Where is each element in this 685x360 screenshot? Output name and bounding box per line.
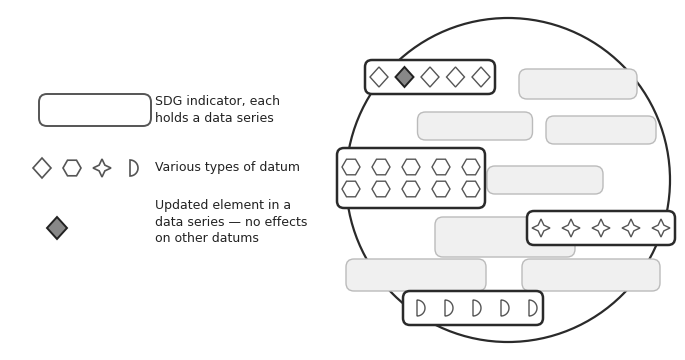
- FancyBboxPatch shape: [522, 259, 660, 291]
- Polygon shape: [472, 67, 490, 87]
- Polygon shape: [473, 300, 481, 316]
- Polygon shape: [562, 219, 580, 237]
- Polygon shape: [370, 67, 388, 87]
- Polygon shape: [372, 181, 390, 197]
- FancyBboxPatch shape: [346, 259, 486, 291]
- Polygon shape: [395, 67, 414, 87]
- FancyBboxPatch shape: [403, 291, 543, 325]
- FancyBboxPatch shape: [546, 116, 656, 144]
- FancyBboxPatch shape: [435, 217, 575, 257]
- Polygon shape: [501, 300, 509, 316]
- Polygon shape: [421, 67, 439, 87]
- Polygon shape: [402, 159, 420, 175]
- Polygon shape: [529, 300, 537, 316]
- Polygon shape: [462, 159, 480, 175]
- Polygon shape: [93, 159, 111, 177]
- FancyBboxPatch shape: [527, 211, 675, 245]
- Text: Updated element in a
data series — no effects
on other datums: Updated element in a data series — no ef…: [155, 198, 308, 246]
- FancyBboxPatch shape: [417, 112, 532, 140]
- Polygon shape: [342, 181, 360, 197]
- Polygon shape: [432, 181, 450, 197]
- Polygon shape: [622, 219, 640, 237]
- FancyBboxPatch shape: [337, 148, 485, 208]
- Polygon shape: [445, 300, 453, 316]
- Polygon shape: [130, 160, 138, 176]
- FancyBboxPatch shape: [519, 69, 637, 99]
- Text: SDG indicator, each
holds a data series: SDG indicator, each holds a data series: [155, 95, 280, 125]
- Polygon shape: [652, 219, 670, 237]
- Polygon shape: [342, 159, 360, 175]
- Polygon shape: [592, 219, 610, 237]
- Polygon shape: [402, 181, 420, 197]
- FancyBboxPatch shape: [365, 60, 495, 94]
- Polygon shape: [532, 219, 550, 237]
- Polygon shape: [63, 160, 81, 176]
- Polygon shape: [372, 159, 390, 175]
- Polygon shape: [432, 159, 450, 175]
- Polygon shape: [417, 300, 425, 316]
- FancyBboxPatch shape: [487, 166, 603, 194]
- FancyBboxPatch shape: [39, 94, 151, 126]
- Polygon shape: [47, 217, 67, 239]
- Polygon shape: [33, 158, 51, 178]
- Text: Various types of datum: Various types of datum: [155, 162, 300, 175]
- Polygon shape: [447, 67, 464, 87]
- Polygon shape: [462, 181, 480, 197]
